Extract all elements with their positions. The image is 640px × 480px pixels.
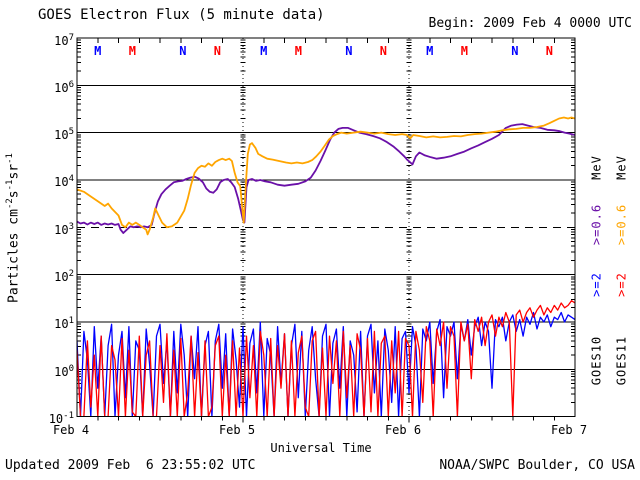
data-source-credit: NOAA/SWPC Boulder, CO USA [439,458,635,473]
satellite-marker-M: M [295,44,302,58]
y-tick-label: 105 [54,127,74,143]
goes10-gt06mev-series [77,123,575,234]
satellite-marker-N: N [546,44,553,58]
y-tick-label: 102 [54,269,74,285]
y-tick-label: 100 [54,363,74,379]
begin-timestamp: Begin: 2009 Feb 4 0000 UTC [428,16,633,31]
chart-title: GOES Electron Flux (5 minute data) [38,7,325,23]
y-tick-label: 104 [54,174,74,190]
satellite-marker-M: M [260,44,267,58]
satellite-marker-N: N [380,44,387,58]
x-tick-label: Feb 4 [52,423,90,437]
goes11-gt2mev-series [77,300,575,417]
satellite-marker-N: N [511,44,518,58]
y-tick-label: 103 [54,221,74,237]
satellite-marker-M: M [426,44,433,58]
updated-timestamp: Updated 2009 Feb 6 23:55:02 UTC [5,458,256,473]
y-tick-label: 101 [54,316,74,332]
x-axis-label: Universal Time [270,441,372,455]
satellite-marker-N: N [179,44,186,58]
goes11-gt06mev-series [77,116,575,236]
satellite-marker-M: M [461,44,468,58]
x-tick-label: Feb 7 [550,423,588,437]
y-axis-label: Particles cm-2s-1sr-1 [5,153,22,303]
goes10-gt2mev-series [77,311,575,417]
legend-goes10-satellite: GOES10 [589,335,604,386]
x-tick-label: Feb 6 [384,423,422,437]
satellite-marker-N: N [345,44,352,58]
legend-goes11-satellite: GOES11 [614,335,629,386]
plot-frame [76,37,576,418]
satellite-marker-M: M [94,44,101,58]
y-tick-label: 106 [54,79,74,95]
satellite-marker-M: M [129,44,136,58]
y-tick-label: 10-1 [48,411,74,427]
y-tick-label: 107 [54,32,74,48]
satellite-marker-N: N [214,44,221,58]
x-tick-label: Feb 5 [218,423,256,437]
